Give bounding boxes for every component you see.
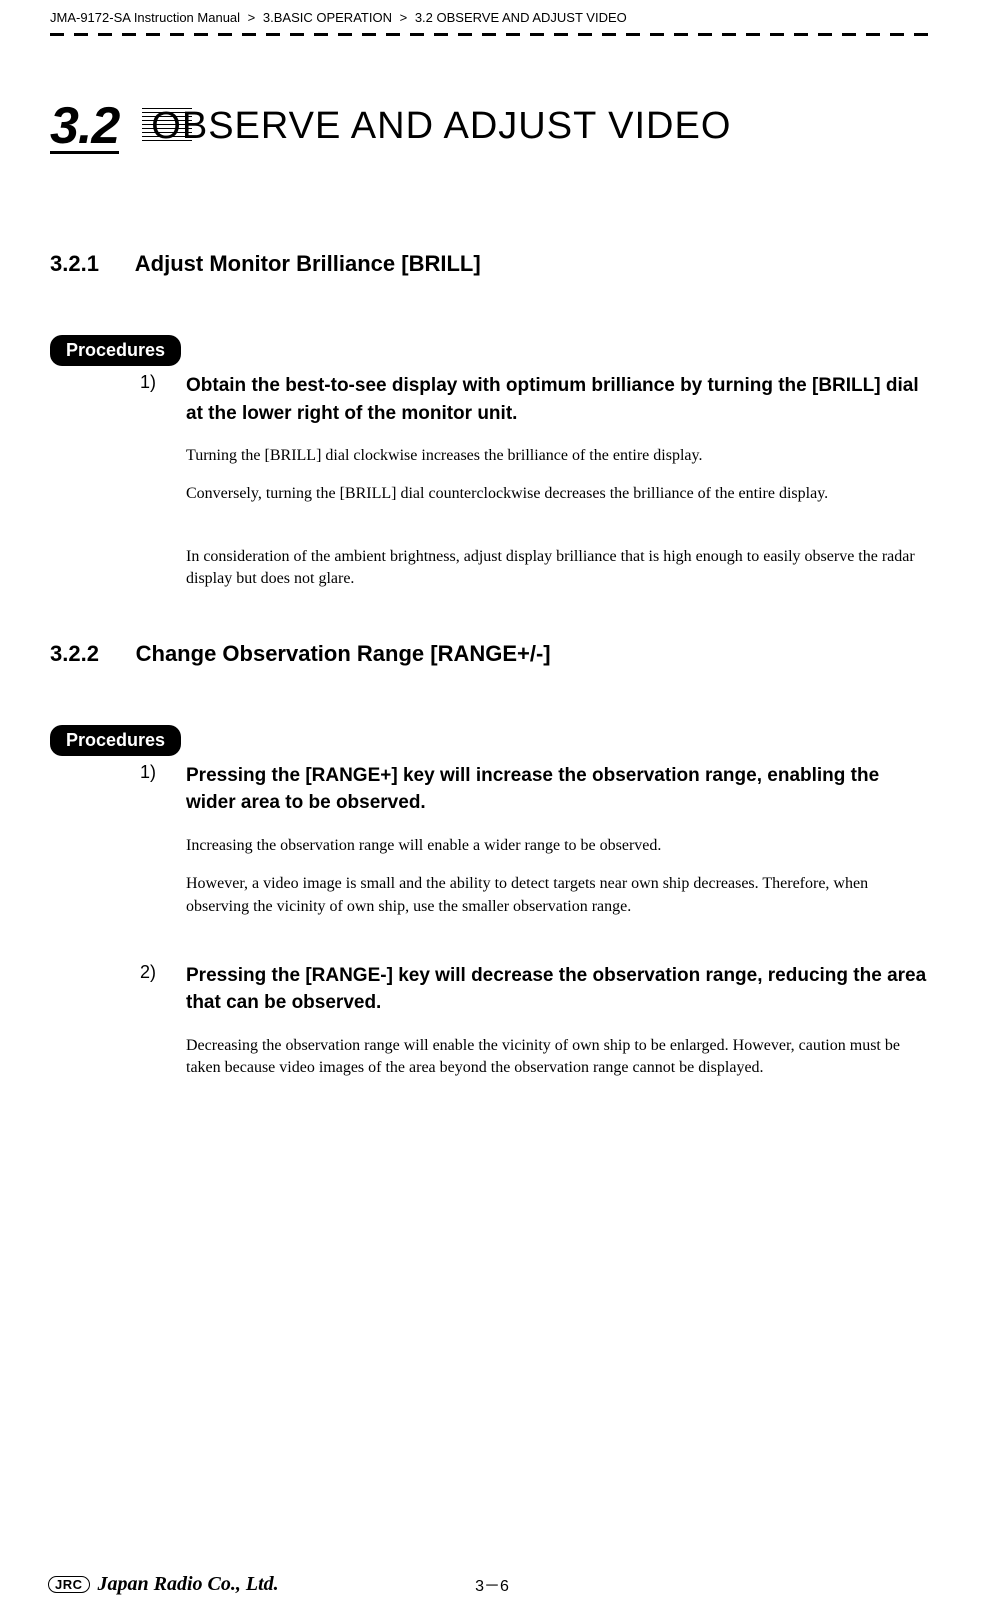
step-paragraph: Decreasing the observation range will en… — [186, 1035, 934, 1080]
subsection-number: 3.2.1 — [50, 251, 99, 276]
breadcrumb: JMA-9172-SA Instruction Manual > 3.BASIC… — [50, 0, 934, 33]
breadcrumb-sep2: > — [400, 10, 408, 25]
subsection-heading: 3.2.1 Adjust Monitor Brilliance [BRILL] — [50, 251, 934, 277]
step-paragraph: In consideration of the ambient brightne… — [186, 546, 934, 591]
step-paragraph: Turning the [BRILL] dial clockwise incre… — [186, 445, 934, 467]
step-content: Pressing the [RANGE-] key will decrease … — [150, 962, 934, 1080]
subsection: 3.2.2 Change Observation Range [RANGE+/-… — [50, 641, 934, 1080]
procedure-step: 1) Pressing the [RANGE+] key will increa… — [50, 762, 934, 918]
breadcrumb-part2: 3.BASIC OPERATION — [263, 10, 392, 25]
section-number: 3.2 — [50, 97, 119, 155]
step-title: Obtain the best-to-see display with opti… — [186, 372, 934, 427]
breadcrumb-sep1: > — [248, 10, 256, 25]
procedure-step: 1) Obtain the best-to-see display with o… — [50, 372, 934, 591]
section-decoration-lines — [142, 108, 192, 142]
procedures-badge: Procedures — [50, 335, 181, 366]
jrc-logo-script: Japan Radio Co., Ltd. — [98, 1573, 279, 1596]
step-paragraph: Increasing the observation range will en… — [186, 835, 934, 857]
step-number: 1) — [140, 372, 156, 393]
step-number: 1) — [140, 762, 156, 783]
breadcrumb-part3: 3.2 OBSERVE AND ADJUST VIDEO — [415, 10, 627, 25]
step-number: 2) — [140, 962, 156, 983]
dashed-divider — [50, 33, 934, 36]
page-number: 3－6 — [475, 1572, 509, 1596]
subsection-number: 3.2.2 — [50, 641, 99, 666]
breadcrumb-part1: JMA-9172-SA Instruction Manual — [50, 10, 240, 25]
step-paragraph: Conversely, turning the [BRILL] dial cou… — [186, 483, 934, 505]
subsection: 3.2.1 Adjust Monitor Brilliance [BRILL] … — [50, 251, 934, 591]
procedure-step: 2) Pressing the [RANGE-] key will decrea… — [50, 962, 934, 1080]
footer-logo: JRC Japan Radio Co., Ltd. — [48, 1573, 279, 1596]
step-content: Obtain the best-to-see display with opti… — [150, 372, 934, 591]
step-title: Pressing the [RANGE-] key will decrease … — [186, 962, 934, 1017]
section-number-box: 3.2 — [50, 96, 119, 156]
step-paragraph: However, a video image is small and the … — [186, 873, 934, 918]
subsection-title: Change Observation Range [RANGE+/-] — [136, 641, 551, 666]
page-footer: JRC Japan Radio Co., Ltd. 3－6 — [0, 1572, 984, 1596]
step-title: Pressing the [RANGE+] key will increase … — [186, 762, 934, 817]
section-title: OBSERVE AND ADJUST VIDEO — [151, 105, 731, 148]
procedures-badge: Procedures — [50, 725, 181, 756]
subsection-heading: 3.2.2 Change Observation Range [RANGE+/-… — [50, 641, 934, 667]
subsection-title: Adjust Monitor Brilliance [BRILL] — [135, 251, 481, 276]
step-content: Pressing the [RANGE+] key will increase … — [150, 762, 934, 918]
section-heading: 3.2 OBSERVE AND ADJUST VIDEO — [50, 96, 934, 156]
jrc-logo-box: JRC — [48, 1576, 90, 1593]
